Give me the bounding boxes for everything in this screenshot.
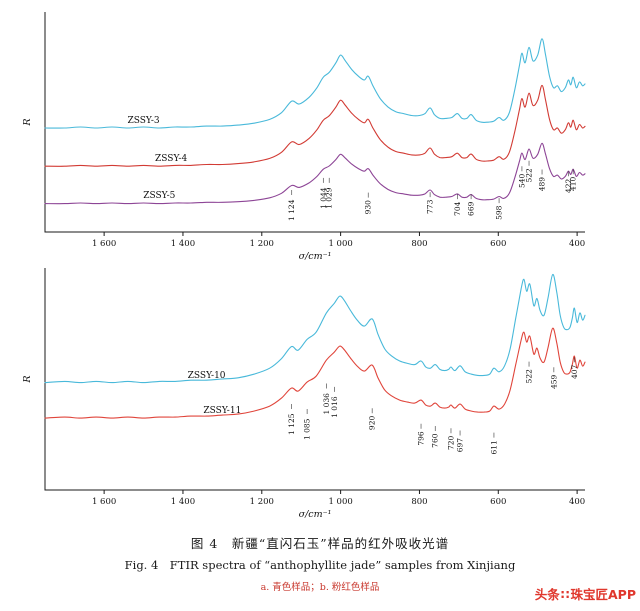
x-tick-label: 400 xyxy=(569,239,585,249)
peak-label-773: 773 xyxy=(426,199,435,214)
x-tick-label: 1 400 xyxy=(171,239,195,249)
peak-label-796: 796 xyxy=(417,431,426,446)
spectrum-ZSSY-11 xyxy=(44,327,586,419)
peak-label-669: 669 xyxy=(467,201,476,216)
peak-label-522: 522 xyxy=(525,369,534,384)
spectrum-ZSSY-3 xyxy=(44,38,586,129)
watermark: 头条∷珠宝匠APP xyxy=(534,584,636,603)
x-tick-label: 1 200 xyxy=(250,239,274,249)
x-tick-label: 600 xyxy=(490,239,506,249)
series-label-ZSSY-11: ZSSY-11 xyxy=(203,406,241,416)
x-tick-label: 400 xyxy=(569,497,585,507)
x-axis-label: σ/cm⁻¹ xyxy=(299,509,332,520)
peak-label-489: 489 xyxy=(538,177,547,192)
peak-label-1125: 1 125 xyxy=(287,413,296,435)
peak-label-407: 407 xyxy=(570,364,579,379)
watermark-logo: 头条 xyxy=(534,587,560,602)
figure-caption: 图 4 新疆“直闪石玉”样品的红外吸收光谱 Fig. 4 FTIR spectr… xyxy=(0,533,640,593)
peak-label-598: 598 xyxy=(495,205,504,220)
watermark-separator-icon: ∷ xyxy=(560,587,570,602)
x-tick-label: 600 xyxy=(490,497,506,507)
x-tick-label: 800 xyxy=(411,239,427,249)
ftir-figure-svg: 1 600 1 400 1 200 1 000 800 600 400 σ/cm⁻¹ R ZSSY… xyxy=(22,12,586,520)
chart-b: 1 600 1 400 1 200 1 000 800 600 400 σ/cm⁻¹ R ZSSY… xyxy=(22,268,586,520)
x-tick-label: 1 000 xyxy=(328,239,352,249)
x-tick-label: 1 600 xyxy=(92,239,116,249)
axes xyxy=(44,12,585,233)
peak-label-1124: 1 124 xyxy=(287,199,296,221)
x-tick-label: 1 600 xyxy=(92,497,116,507)
x-tick-label: 1 000 xyxy=(328,497,352,507)
peak-label-611: 611 xyxy=(489,440,498,454)
peak-label-920: 920 xyxy=(368,416,377,431)
peak-label-1085: 1 085 xyxy=(303,418,312,440)
x-tick-label: 1 200 xyxy=(250,497,274,507)
series-label-ZSSY-4: ZSSY-4 xyxy=(155,154,187,164)
peak-label-704: 704 xyxy=(453,201,462,216)
peak-label-1036: 1 036 xyxy=(322,393,331,415)
peak-label-422: 422 xyxy=(564,179,573,194)
peak-label-1016: 1 016 xyxy=(330,396,339,418)
series-label-ZSSY-5: ZSSY-5 xyxy=(143,191,175,201)
caption-zh: 图 4 新疆“直闪石玉”样品的红外吸收光谱 xyxy=(190,536,450,551)
peak-label-697: 697 xyxy=(456,438,465,453)
peak-label-720: 720 xyxy=(446,435,455,450)
peak-label-1029: 1 029 xyxy=(325,187,334,209)
y-axis-label: R xyxy=(22,118,33,126)
peak-label-540: 540 xyxy=(517,173,526,188)
peak-label-522: 522 xyxy=(525,168,534,183)
peak-label-410: 410 xyxy=(569,177,578,192)
spectrum-ZSSY-10 xyxy=(44,273,586,384)
x-axis-label: σ/cm⁻¹ xyxy=(299,251,332,262)
series-label-ZSSY-3: ZSSY-3 xyxy=(127,116,159,126)
spectrum-ZSSY-4 xyxy=(44,84,586,167)
y-axis-label: R xyxy=(22,375,33,383)
caption-note: a. 青色样品；b. 粉红色样品 xyxy=(260,582,380,593)
x-tick-label: 1 400 xyxy=(171,497,195,507)
axes xyxy=(44,268,585,491)
caption-en: Fig. 4 FTIR spectra of “anthophyllite ja… xyxy=(124,558,516,572)
series-label-ZSSY-10: ZSSY-10 xyxy=(188,371,226,381)
chart-a: 1 600 1 400 1 200 1 000 800 600 400 σ/cm⁻¹ R ZSSY… xyxy=(22,12,586,262)
x-tick-label: 800 xyxy=(411,497,427,507)
peak-label-459: 459 xyxy=(549,374,558,389)
peak-label-930: 930 xyxy=(364,200,373,215)
watermark-name: 珠宝匠APP xyxy=(570,587,637,602)
peak-label-1044: 1 044 xyxy=(319,187,328,209)
spectrum-ZSSY-5 xyxy=(44,142,586,205)
peak-label-760: 760 xyxy=(431,433,440,448)
